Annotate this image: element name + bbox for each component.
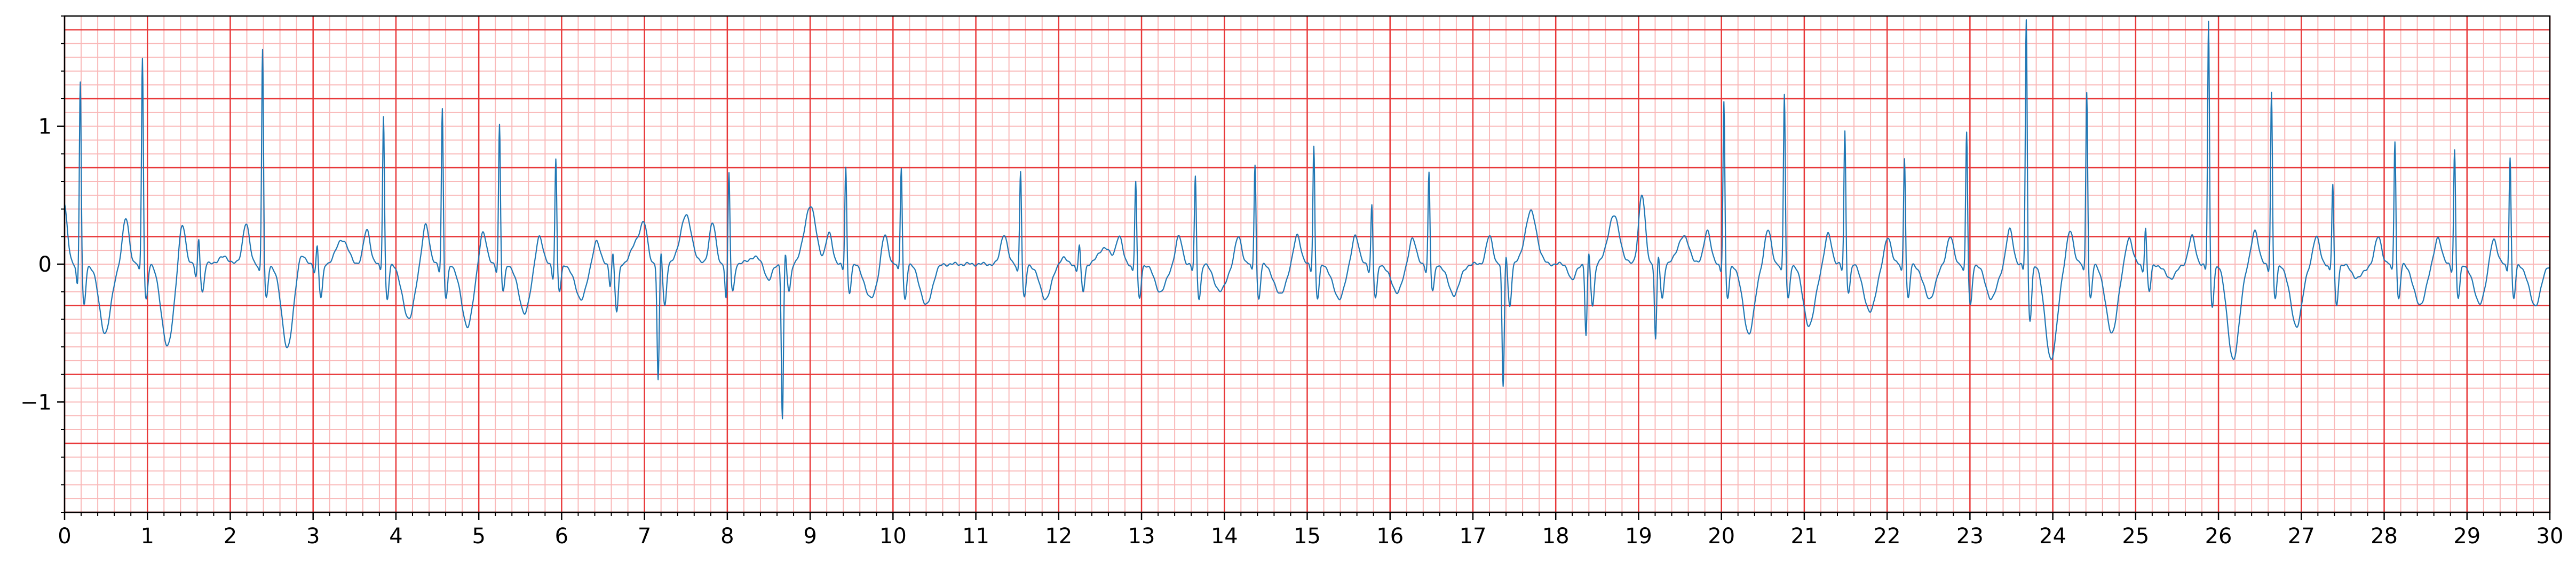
- x-tick-label: 6: [555, 524, 568, 549]
- x-tick-label: 3: [306, 524, 320, 549]
- axis-ticks: 0 1 2 3 4 5 6 7 8 9 10 11 12 13 14 15 16 17 18 19 20 21 22 23 24…: [20, 15, 2564, 549]
- major-grid: [64, 16, 2551, 513]
- ecg-trace-line: [64, 19, 2550, 419]
- x-tick-label: 26: [2205, 524, 2232, 549]
- x-tick-label: 24: [2039, 524, 2066, 549]
- x-tick-label: 19: [1625, 524, 1652, 549]
- x-tick-label: 10: [879, 524, 907, 549]
- x-tick-label: 9: [803, 524, 817, 549]
- y-tick-label: −1: [20, 390, 52, 415]
- x-tick-label: 18: [1542, 524, 1570, 549]
- ecg-trace-layer: [64, 19, 2550, 419]
- x-tick-label: 17: [1460, 524, 1487, 549]
- x-tick-label: 4: [389, 524, 402, 549]
- x-tick-label: 21: [1790, 524, 1818, 549]
- x-tick-label: 23: [1956, 524, 1984, 549]
- x-tick-label: 16: [1376, 524, 1404, 549]
- x-tick-label: 14: [1211, 524, 1238, 549]
- y-tick-label: 0: [38, 252, 52, 277]
- x-tick-label: 20: [1708, 524, 1735, 549]
- x-tick-label: 1: [141, 524, 154, 549]
- x-tick-label: 8: [720, 524, 734, 549]
- x-tick-label: 29: [2453, 524, 2480, 549]
- x-tick-label: 11: [962, 524, 989, 549]
- x-tick-label: 5: [472, 524, 485, 549]
- x-tick-label: 0: [58, 524, 71, 549]
- x-tick-label: 22: [1874, 524, 1901, 549]
- x-tick-label: 13: [1128, 524, 1155, 549]
- x-tick-label: 28: [2371, 524, 2398, 549]
- x-tick-label: 30: [2537, 524, 2564, 549]
- x-tick-label: 15: [1294, 524, 1321, 549]
- x-tick-label: 25: [2122, 524, 2149, 549]
- x-tick-label: 7: [638, 524, 651, 549]
- y-tick-label: 1: [38, 115, 52, 139]
- x-tick-label: 2: [224, 524, 237, 549]
- x-tick-label: 27: [2288, 524, 2315, 549]
- x-tick-label: 12: [1045, 524, 1072, 549]
